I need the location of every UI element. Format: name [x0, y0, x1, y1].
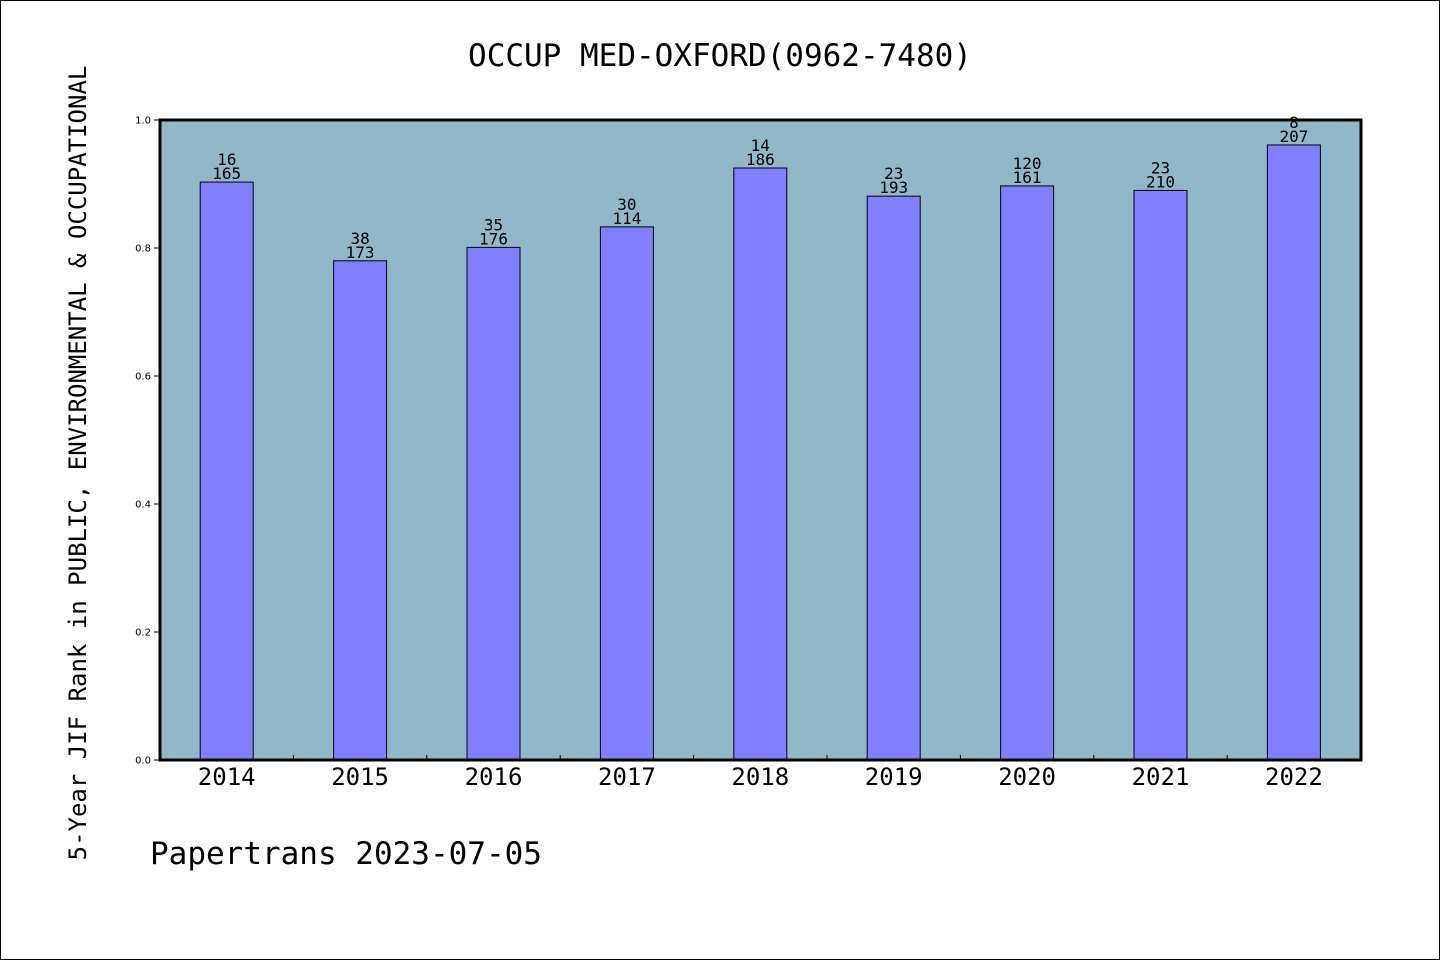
x-tick-label: 2016 [465, 763, 523, 791]
bar-2020 [1000, 185, 1055, 761]
data-label-rank: 120 [1013, 154, 1042, 173]
data-label-rank: 16 [217, 150, 236, 169]
y-axis-ticks: 0.0 0.2 0.4 0.6 0.8 1.0 [135, 116, 160, 767]
y-tick-label: 0.8 [135, 244, 151, 255]
data-label-total: 173 [346, 243, 375, 262]
bar-2018 [733, 167, 788, 761]
bar-2022 [1266, 144, 1321, 761]
data-label-rank: 8 [1289, 113, 1299, 132]
x-tick-label: 2015 [331, 763, 389, 791]
bar-2016 [466, 246, 521, 761]
y-tick-label: 0.2 [135, 628, 151, 639]
data-label-total: 161 [1013, 168, 1042, 187]
x-tick-label: 2021 [1132, 763, 1190, 791]
data-label-total: 207 [1279, 127, 1308, 146]
y-tick-label: 0.4 [135, 500, 151, 511]
y-tick-label: 1.0 [135, 116, 151, 127]
data-label-total: 165 [212, 164, 241, 183]
x-tick-label: 2019 [865, 763, 923, 791]
x-tick-label: 2022 [1265, 763, 1323, 791]
plot-border [158, 118, 1363, 762]
data-label-total: 114 [612, 209, 641, 228]
x-tick-label: 2017 [598, 763, 656, 791]
data-label-rank: 38 [350, 229, 369, 248]
bar-2017 [599, 226, 654, 761]
y-axis-label: 5-Year JIF Rank in PUBLIC, ENVIRONMENTAL… [64, 66, 92, 861]
data-label-rank: 23 [1151, 158, 1170, 177]
bar-2015 [333, 260, 388, 761]
footer-credit: Papertrans 2023-07-05 [150, 836, 542, 872]
bar-2019 [866, 195, 921, 761]
x-tick-label: 2018 [731, 763, 789, 791]
data-label-total: 193 [879, 178, 908, 197]
bars-group [199, 144, 1321, 761]
data-label-rank: 14 [751, 136, 770, 155]
y-tick-label: 0.0 [135, 756, 151, 767]
bar-2014 [199, 181, 254, 761]
y-tick-label: 0.6 [135, 372, 151, 383]
data-label-rank: 30 [617, 195, 636, 214]
bar-2021 [1133, 189, 1188, 761]
x-tick-label: 2020 [998, 763, 1056, 791]
x-tick-label: 2014 [198, 763, 256, 791]
data-label-total: 176 [479, 229, 508, 248]
chart-title: OCCUP MED-OXFORD(0962-7480) [468, 38, 972, 74]
data-label-rank: 35 [484, 215, 503, 234]
x-axis-ticks: 2014 2015 2016 2017 2018 2019 2020 2021 2022 [198, 755, 1323, 791]
data-label-rank: 23 [884, 164, 903, 183]
data-label-total: 186 [746, 150, 775, 169]
data-label-total: 210 [1146, 172, 1175, 191]
